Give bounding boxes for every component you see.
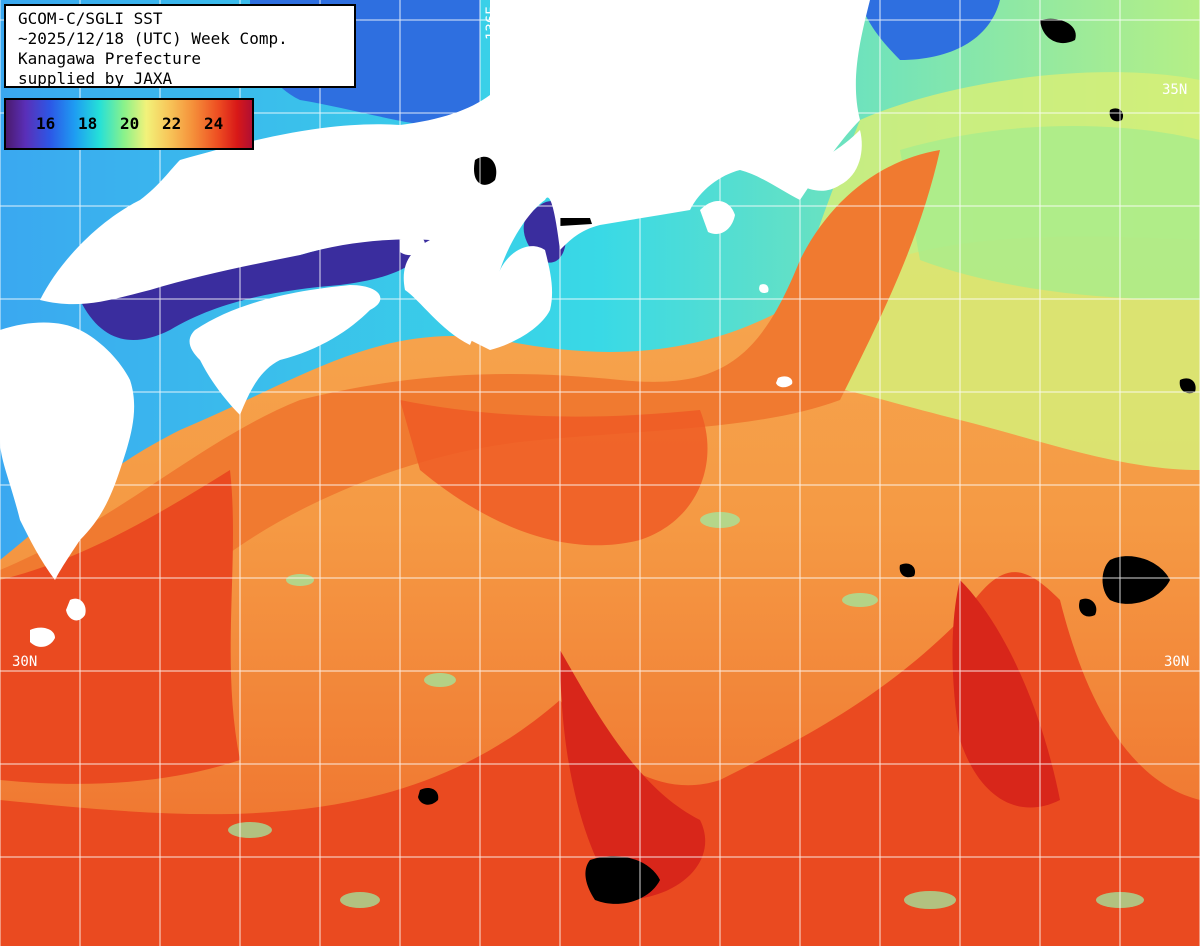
legend-tick-18: 18 — [78, 114, 98, 133]
land-izu — [700, 200, 735, 235]
legend-tick-20: 20 — [120, 114, 140, 133]
lon-label-136e: 136E — [484, 6, 500, 40]
hottest-core-east — [952, 580, 1060, 808]
land-kyushu — [0, 322, 135, 580]
land-chiba — [800, 130, 862, 191]
mild-water-east-2 — [900, 126, 1200, 300]
title-line-product: GCOM-C/SGLI SST — [18, 9, 163, 28]
hottest-core — [560, 650, 706, 900]
temperature-legend: 16 18 20 22 24 — [4, 98, 254, 150]
title-panel: GCOM-C/SGLI SST ~2025/12/18 (UTC) Week C… — [4, 4, 356, 88]
warm-tongue-central — [400, 400, 708, 546]
title-line-date: ~2025/12/18 (UTC) Week Comp. — [18, 29, 288, 48]
land-kii-peninsula — [470, 246, 553, 350]
legend-tick-16: 16 — [36, 114, 56, 133]
land-awaji — [400, 235, 425, 256]
hot-water-west — [0, 470, 240, 784]
lat-label-30n-left: 30N — [12, 654, 37, 670]
cold-water-north-east — [860, 0, 1000, 60]
legend-tick-24: 24 — [204, 114, 224, 133]
lat-label-35n-right: 35N — [1162, 82, 1187, 98]
lat-label-35-left: 35 — [10, 374, 27, 390]
land-honshu — [40, 0, 870, 345]
lat-label-30n-right: 30N — [1164, 654, 1189, 670]
land-oshima — [759, 284, 769, 294]
legend-tick-22: 22 — [162, 114, 182, 133]
land-yakushima — [66, 598, 86, 621]
title-line-credit: supplied by JAXA — [18, 69, 173, 88]
land-tanegashima — [30, 627, 55, 647]
cloud-mask — [418, 18, 1196, 904]
title-line-prefecture: Kanagawa Prefecture — [18, 49, 202, 68]
land-shikoku — [189, 285, 381, 415]
cold-bay-seto — [80, 238, 430, 340]
land-hachijo — [776, 376, 793, 388]
